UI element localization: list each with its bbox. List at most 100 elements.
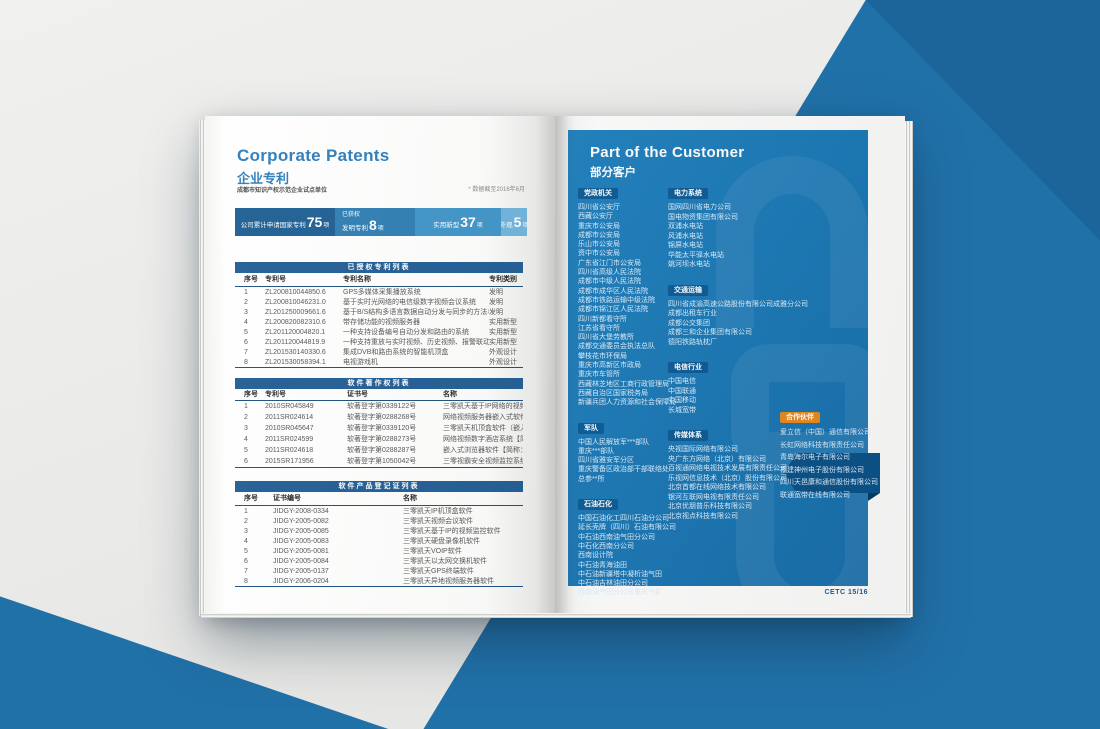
table-cell: ZL200820082310.6 <box>265 318 326 326</box>
customer-item: 中石化西南分公司 <box>578 542 634 550</box>
customer-item: 四川新都看守所 <box>578 315 627 323</box>
table-cell: 三零视霸安全视频监控系统软件【简称：安全视频监控软件】V2.0 <box>443 458 523 465</box>
table-row: 6 2015SR171956 软著登字第1050042号 三零视霸安全视频监控系统软件… <box>235 456 523 467</box>
customer-item: 四川省雅安军分区 <box>578 457 634 465</box>
stats-label: 公司累计申请国家专利 <box>240 221 306 229</box>
table-cell: 软著登字第0288273号 <box>347 436 417 443</box>
customer-item: 中国石油化工四川石油分公司 <box>578 515 669 523</box>
table-row: 2 JIDGY-2005-0082 三零凯天视频会议软件 <box>235 516 523 526</box>
customer-item: 延长壳牌（四川）石油有限公司 <box>578 524 676 532</box>
table-header-cell: 序号 <box>244 276 258 283</box>
customer-column-3: 合作伙伴爱立信（中国）通信有限公司 长虹网络科技有限责任公司 青岛海尔电子有限公司福… <box>780 406 878 511</box>
table-cell: 2 <box>244 414 248 421</box>
table-cell: 三零凯天基于IP网络的视频监控中心管理软件V1.4 <box>443 403 523 410</box>
table-cell: 2 <box>244 298 248 306</box>
patent-table: 软件产品登记证列表 序号 证书编号 名称 1 JIDGY-2008-0334 三零凯天IP机… <box>235 481 523 587</box>
table-row: 6 JIDGY-2005-0084 三零凯天以太网交换机软件 <box>235 556 523 566</box>
stats-line: 公司累计申请国家专利 75 项 <box>240 215 330 229</box>
customer-list: 爱立信（中国）通信有限公司 长虹网络科技有限责任公司 青岛海尔电子有限公司 福建神州电… <box>780 427 878 502</box>
table-title: 已授权专利列表 <box>235 262 523 273</box>
category-badge: 军队 <box>578 422 604 434</box>
patent-table: 已授权专利列表 序号 专利号 专利名称 专利类别 1 ZL200810044850.6 GPS… <box>235 262 523 368</box>
patent-tables: 已授权专利列表 序号 专利号 专利名称 专利类别 1 ZL200810044850.6 GPS… <box>235 262 523 587</box>
customer-group: 石油石化 中国石油化工四川石油分公司 延长壳牌（四川）石油有限公司 中石油西南油气田分… <box>578 493 676 598</box>
customer-item: 银河互联网电视有限责任公司 <box>668 493 759 501</box>
table-row: 2 ZL200810046231.0 基于实时光网络的电信级数字视频会议系统 发明 <box>235 297 523 307</box>
customer-group: 电力系统 国网四川省电力公司 国电物资集团有限公司 双浦水电站 风浦水电站 锦屏水电站 华能… <box>668 182 776 270</box>
page-title-en: Corporate Patents <box>237 146 390 165</box>
data-date-note: * 数据截至2016年6月 <box>468 187 525 193</box>
customer-item: 重庆市高新区市政局 <box>578 362 641 370</box>
table-cell: 外观设计 <box>489 358 517 366</box>
table-cell: 8 <box>244 577 248 585</box>
table-cell: 一种支持设备编号自动分发和路由的系统 <box>343 328 469 336</box>
customer-item: 四川天邑康和通信股份有限公司 <box>780 479 878 486</box>
customer-item: 西藏林芝地区工商行政管理局 <box>578 380 669 388</box>
customer-item: 乐视网信息技术（北京）股份有限公司 <box>668 474 787 482</box>
table-cell: 嵌入式浏览器软件【简称：嵌入式浏览器】V1.0 <box>443 447 523 454</box>
table-cell: 2011SR024614 <box>265 414 314 421</box>
table-cell: 集成DVB和路由系统的智能机顶盒 <box>343 348 449 356</box>
table-header-cell: 专利号 <box>265 276 286 283</box>
stats-value: 5 <box>513 213 522 230</box>
table-cell: JIDGY-2005-0137 <box>273 567 329 575</box>
category-badge: 交通运输 <box>668 284 708 296</box>
customer-item: 成都公交集团 <box>668 319 710 327</box>
table-cell: GPS多媒体采集播放系统 <box>343 288 421 296</box>
customer-list: 四川省公安厅 西藏公安厅 重庆市公安局 成都市公安局 乐山市公安局 资中市公安局 广东省江门… <box>578 203 676 408</box>
customer-item: 国网四川省电力公司 <box>668 204 731 211</box>
customers-panel: Part of the Customer 部分客户 党政机关 四川省公安厅 西藏公安… <box>568 130 880 596</box>
page-edges-right <box>905 121 913 617</box>
category-badge: 合作伙伴 <box>780 412 820 423</box>
table-title: 软件产品登记证列表 <box>235 481 523 492</box>
customer-list: 央视国际网络有限公司 央广东方网络（北京）有限公司 百视通网络电视技术发展有限责任公… <box>668 445 787 521</box>
customer-item: 北京优朋普乐科技有限公司 <box>668 503 752 510</box>
table-cell: 三零凯天GPS终端软件 <box>403 567 474 575</box>
table-cell: ZL200810044850.6 <box>265 288 326 296</box>
stats-segment: 实用新型 37 项 <box>415 208 501 236</box>
table-row: 5 ZL201120004820.1 一种支持设备编号自动分发和路由的系统 实用新型 <box>235 327 523 337</box>
table-cell: 基于B/S结构多语言数据自动分发与同步的方法与系统 <box>343 308 489 316</box>
table-cell: 1 <box>244 507 248 515</box>
customer-item: 福建神州电子股份有限公司 <box>780 466 864 474</box>
table-cell: JIDGY-2005-0085 <box>273 527 329 535</box>
table-row: 3 ZL201250009661.6 基于B/S结构多语言数据自动分发与同步的方法与… <box>235 307 523 317</box>
customer-item: 成都交通委员会执法总队 <box>578 343 655 351</box>
table-cell: 1 <box>244 403 248 410</box>
table-row: 4 2011SR024599 软著登字第0288273号 网络视频数字酒店系统【简称：… <box>235 434 523 445</box>
category-badge: 党政机关 <box>578 188 618 199</box>
customer-item: 锦屏水电站 <box>668 242 703 249</box>
table-cell: ZL201120004820.1 <box>265 328 326 336</box>
table-cell: 三零凯天VOIP软件 <box>403 547 462 555</box>
customer-item: 中石油西南油气田分公司 <box>578 533 655 541</box>
stats-value: 8 <box>369 217 377 233</box>
table-cell: 3 <box>244 308 248 316</box>
table-cell: JIDGY-2005-0084 <box>273 557 329 565</box>
table-cell: 发明 <box>489 298 503 306</box>
customer-group: 电信行业 中国电信 中国联通 中国移动 长城宽带 <box>668 356 776 415</box>
page-edges-left <box>199 120 205 616</box>
table-cell: ZL201250009661.6 <box>265 308 326 316</box>
customer-item: 新疆兵团人力资源和社会保障局 <box>578 399 676 407</box>
table-title: 软件著作权列表 <box>235 378 523 389</box>
table-row: 3 2010SR045647 软著登字第0339120号 三零凯天机顶盒软件（嵌入式）… <box>235 423 523 434</box>
table-cell: 三零凯天基于IP的视频监控软件 <box>403 527 501 535</box>
table-cell: 外观设计 <box>489 348 517 356</box>
table-cell: 三零凯天以太网交换机软件 <box>403 557 487 565</box>
table-cell: 三零凯天异地视频服务器软件 <box>403 577 494 585</box>
table-cell: 6 <box>244 557 248 565</box>
table-cell: JIDGY-2005-0083 <box>273 537 329 545</box>
table-cell: 2015SR171956 <box>265 458 314 465</box>
table-cell: 6 <box>244 338 248 346</box>
table-cell: 2011SR024599 <box>265 436 314 443</box>
customer-item: 成都市成华区人民法院 <box>578 287 648 295</box>
table-cell: 3 <box>244 425 248 432</box>
page-number: CETC 15/16 <box>824 589 868 596</box>
ribbon-banner <box>784 453 880 493</box>
table-row: 2 2011SR024614 软著登字第0288268号 网络视频服务器嵌入式软件【简… <box>235 412 523 423</box>
stats-unit: 项 <box>476 222 483 229</box>
customer-item: 华能太平驿水电站 <box>668 251 724 259</box>
customer-item: 成都出租车行业 <box>668 310 717 317</box>
table-row: 6 ZL201120044819.9 一种支持重放与实时视频、历史视频、报警联动的系… <box>235 337 523 347</box>
customer-item: 中国电信 <box>668 378 696 385</box>
